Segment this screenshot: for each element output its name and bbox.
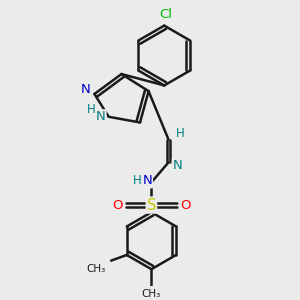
Text: O: O xyxy=(112,199,123,212)
Text: CH₃: CH₃ xyxy=(142,289,161,299)
Text: N: N xyxy=(96,110,106,123)
Text: N: N xyxy=(173,159,182,172)
Text: O: O xyxy=(180,199,190,212)
Text: Cl: Cl xyxy=(159,8,172,21)
Text: CH₃: CH₃ xyxy=(87,264,106,274)
Text: N: N xyxy=(81,83,91,96)
Text: H: H xyxy=(176,128,185,140)
Text: S: S xyxy=(147,198,156,213)
Text: H: H xyxy=(134,173,142,187)
Text: H: H xyxy=(87,103,95,116)
Text: N: N xyxy=(142,174,152,188)
